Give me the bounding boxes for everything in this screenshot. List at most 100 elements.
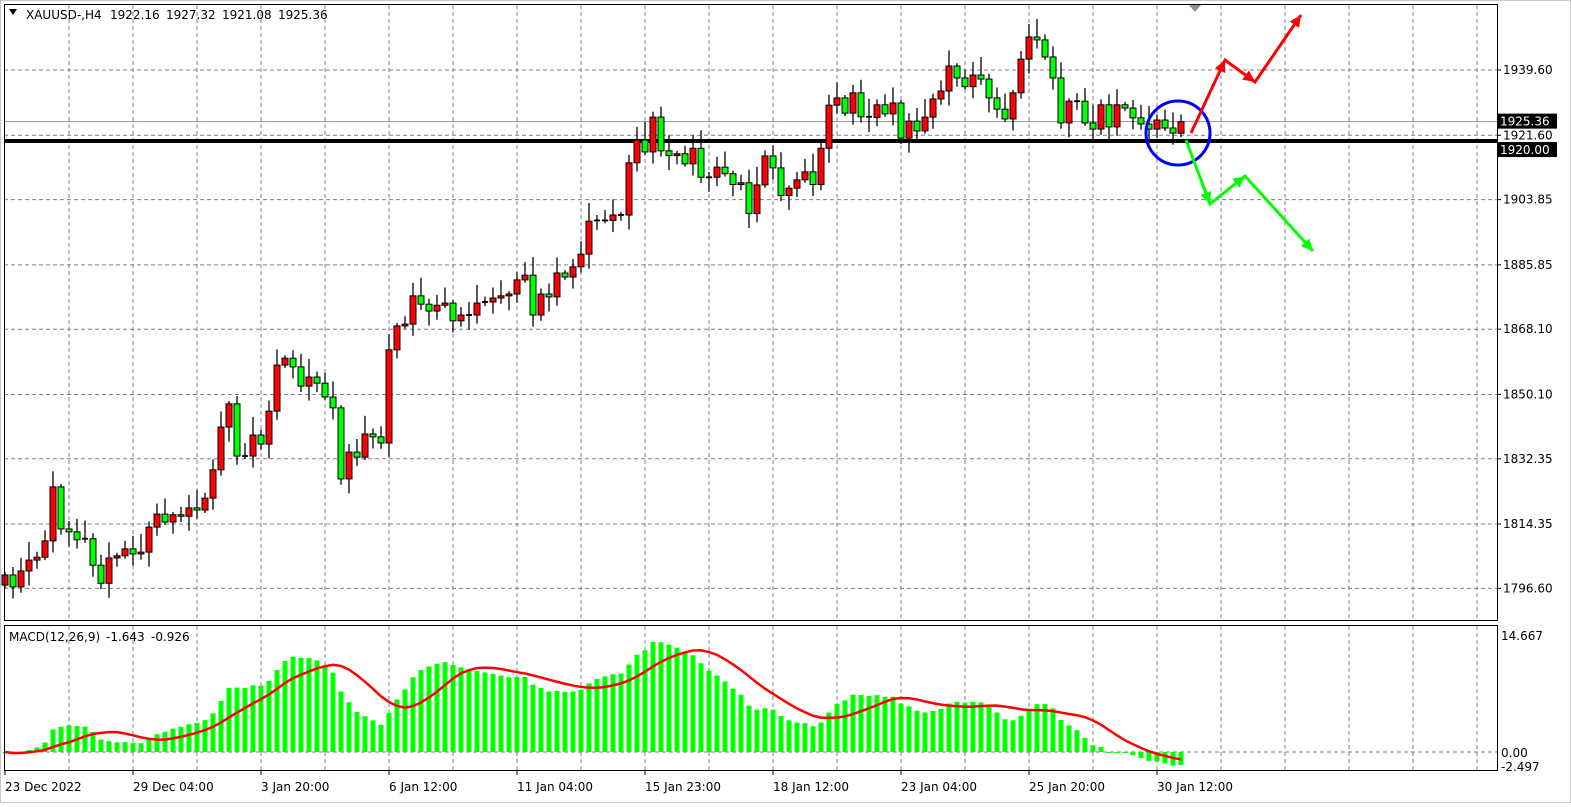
candle[interactable] (129, 535, 137, 566)
candle[interactable] (585, 203, 593, 269)
candle[interactable] (1017, 51, 1025, 99)
candle[interactable] (1081, 88, 1089, 126)
candle[interactable] (905, 113, 913, 153)
candle[interactable] (385, 334, 393, 458)
candle[interactable] (577, 241, 585, 273)
candle[interactable] (209, 459, 217, 510)
candle[interactable] (49, 471, 57, 553)
candle[interactable] (433, 294, 441, 320)
candle[interactable] (57, 483, 65, 535)
chart-shift-marker-icon[interactable] (1189, 5, 1201, 12)
candle[interactable] (153, 503, 161, 536)
candle[interactable] (193, 489, 201, 519)
dropdown-triangle-icon[interactable] (9, 9, 17, 15)
candle[interactable] (1153, 114, 1161, 138)
candle[interactable] (618, 212, 624, 221)
candle[interactable] (113, 552, 121, 567)
candle[interactable] (201, 492, 209, 513)
candle[interactable] (177, 506, 185, 523)
candle[interactable] (25, 541, 33, 586)
candle[interactable] (641, 121, 649, 155)
candle[interactable] (665, 135, 673, 171)
candle[interactable] (1177, 114, 1185, 138)
candle[interactable] (1041, 34, 1049, 60)
candle[interactable] (625, 154, 633, 230)
candle[interactable] (681, 145, 689, 167)
candle[interactable] (82, 520, 88, 543)
candle[interactable] (706, 171, 712, 192)
candle[interactable] (897, 100, 905, 144)
candle[interactable] (449, 300, 457, 333)
candle[interactable] (97, 554, 105, 590)
candle[interactable] (801, 158, 809, 183)
candle[interactable] (609, 199, 617, 233)
candle[interactable] (417, 277, 425, 310)
candle[interactable] (185, 494, 193, 531)
candle[interactable] (1089, 104, 1097, 141)
candle[interactable] (657, 106, 665, 157)
candle[interactable] (137, 534, 145, 560)
candle[interactable] (473, 284, 481, 324)
bullish-scenario-arrow[interactable] (1189, 14, 1303, 134)
candle[interactable] (977, 56, 985, 85)
candle[interactable] (305, 358, 313, 401)
candle[interactable] (569, 258, 577, 289)
candle[interactable] (985, 73, 993, 113)
candle[interactable] (489, 287, 497, 314)
candle[interactable] (697, 130, 705, 184)
candle[interactable] (441, 287, 449, 309)
candle[interactable] (889, 87, 897, 126)
candle[interactable] (401, 316, 409, 329)
candle[interactable] (353, 439, 361, 466)
candle[interactable] (521, 262, 529, 283)
candle[interactable] (1049, 46, 1057, 90)
candle[interactable] (545, 283, 553, 312)
candle[interactable] (841, 95, 849, 117)
candle[interactable] (929, 93, 937, 129)
candle[interactable] (1025, 23, 1033, 74)
candle[interactable] (233, 395, 241, 465)
candle[interactable] (409, 282, 417, 336)
candle[interactable] (1074, 93, 1080, 110)
candle[interactable] (161, 498, 169, 525)
candle[interactable] (9, 566, 17, 599)
candle[interactable] (817, 142, 825, 191)
candle[interactable] (321, 372, 329, 400)
candle[interactable] (969, 62, 977, 99)
candle[interactable] (225, 400, 233, 442)
candle[interactable] (1057, 62, 1065, 129)
candle[interactable] (825, 94, 833, 163)
candle[interactable] (769, 145, 777, 180)
candle[interactable] (1121, 101, 1129, 111)
candle[interactable] (873, 99, 881, 127)
candle[interactable] (913, 108, 921, 140)
candle[interactable] (553, 257, 561, 306)
candle[interactable] (793, 171, 801, 197)
candle[interactable] (17, 557, 25, 593)
candle[interactable] (857, 79, 865, 123)
candle[interactable] (753, 166, 761, 223)
candle[interactable] (169, 511, 177, 534)
candle[interactable] (673, 150, 681, 165)
candle[interactable] (1009, 89, 1017, 131)
candle[interactable] (425, 298, 433, 326)
candle[interactable] (369, 428, 377, 449)
candle[interactable] (105, 542, 113, 598)
candle[interactable] (273, 349, 281, 420)
candle[interactable] (602, 209, 608, 224)
candle[interactable] (594, 215, 600, 230)
candle[interactable] (89, 533, 97, 577)
candle[interactable] (961, 70, 969, 90)
candle[interactable] (217, 411, 225, 476)
candle[interactable] (345, 444, 353, 494)
candle[interactable] (945, 50, 953, 106)
candle[interactable] (361, 415, 369, 461)
candle[interactable] (777, 152, 785, 202)
candle[interactable] (65, 520, 73, 547)
candle[interactable] (497, 280, 505, 304)
candle[interactable] (1033, 18, 1041, 49)
candle[interactable] (1137, 104, 1145, 130)
candle[interactable] (785, 185, 793, 210)
candle[interactable] (297, 353, 305, 392)
candle[interactable] (73, 518, 81, 549)
